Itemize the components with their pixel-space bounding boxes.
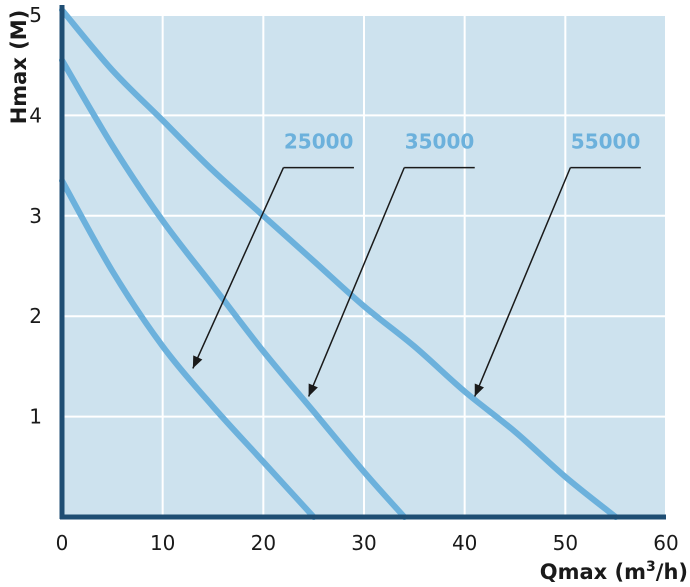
series-curve-35000 <box>59 57 408 520</box>
pointer-line <box>474 167 572 397</box>
pointer-arrowhead <box>308 383 318 397</box>
y-tick-label: 2 <box>29 304 42 328</box>
y-axis-title: Hmax (M) <box>7 10 31 125</box>
x-tick-label: 50 <box>553 531 578 555</box>
series-labels: 25000 35000 55000 <box>284 130 640 154</box>
axes <box>59 5 666 520</box>
x-tick-label: 40 <box>452 531 477 555</box>
series-label-25000: 25000 <box>284 130 354 154</box>
pointer-arrowhead <box>192 355 203 369</box>
series-curves <box>59 7 619 520</box>
x-tick-label: 60 <box>653 531 678 555</box>
label-pointers <box>192 166 641 397</box>
pointer-line <box>192 167 285 369</box>
series-label-35000: 35000 <box>405 130 475 154</box>
x-tick-label: 30 <box>351 531 376 555</box>
series-label-55000: 55000 <box>571 130 641 154</box>
x-tick-label: 0 <box>56 531 69 555</box>
y-tick-label: 1 <box>29 405 42 429</box>
x-tick-label: 20 <box>251 531 276 555</box>
x-tick-label: 10 <box>150 531 175 555</box>
series-curve-25000 <box>59 177 317 520</box>
y-tick-label: 4 <box>29 103 42 127</box>
x-axis-title: Qmax (m3/h) <box>540 559 688 584</box>
pointer-arrowhead <box>474 383 484 397</box>
tick-labels: 0 10 20 30 40 50 60 1 2 3 4 5 <box>29 3 678 555</box>
pointer-line <box>307 167 405 397</box>
y-tick-label: 3 <box>29 204 42 228</box>
series-curve-55000 <box>59 7 619 520</box>
y-tick-label: 5 <box>29 3 42 27</box>
